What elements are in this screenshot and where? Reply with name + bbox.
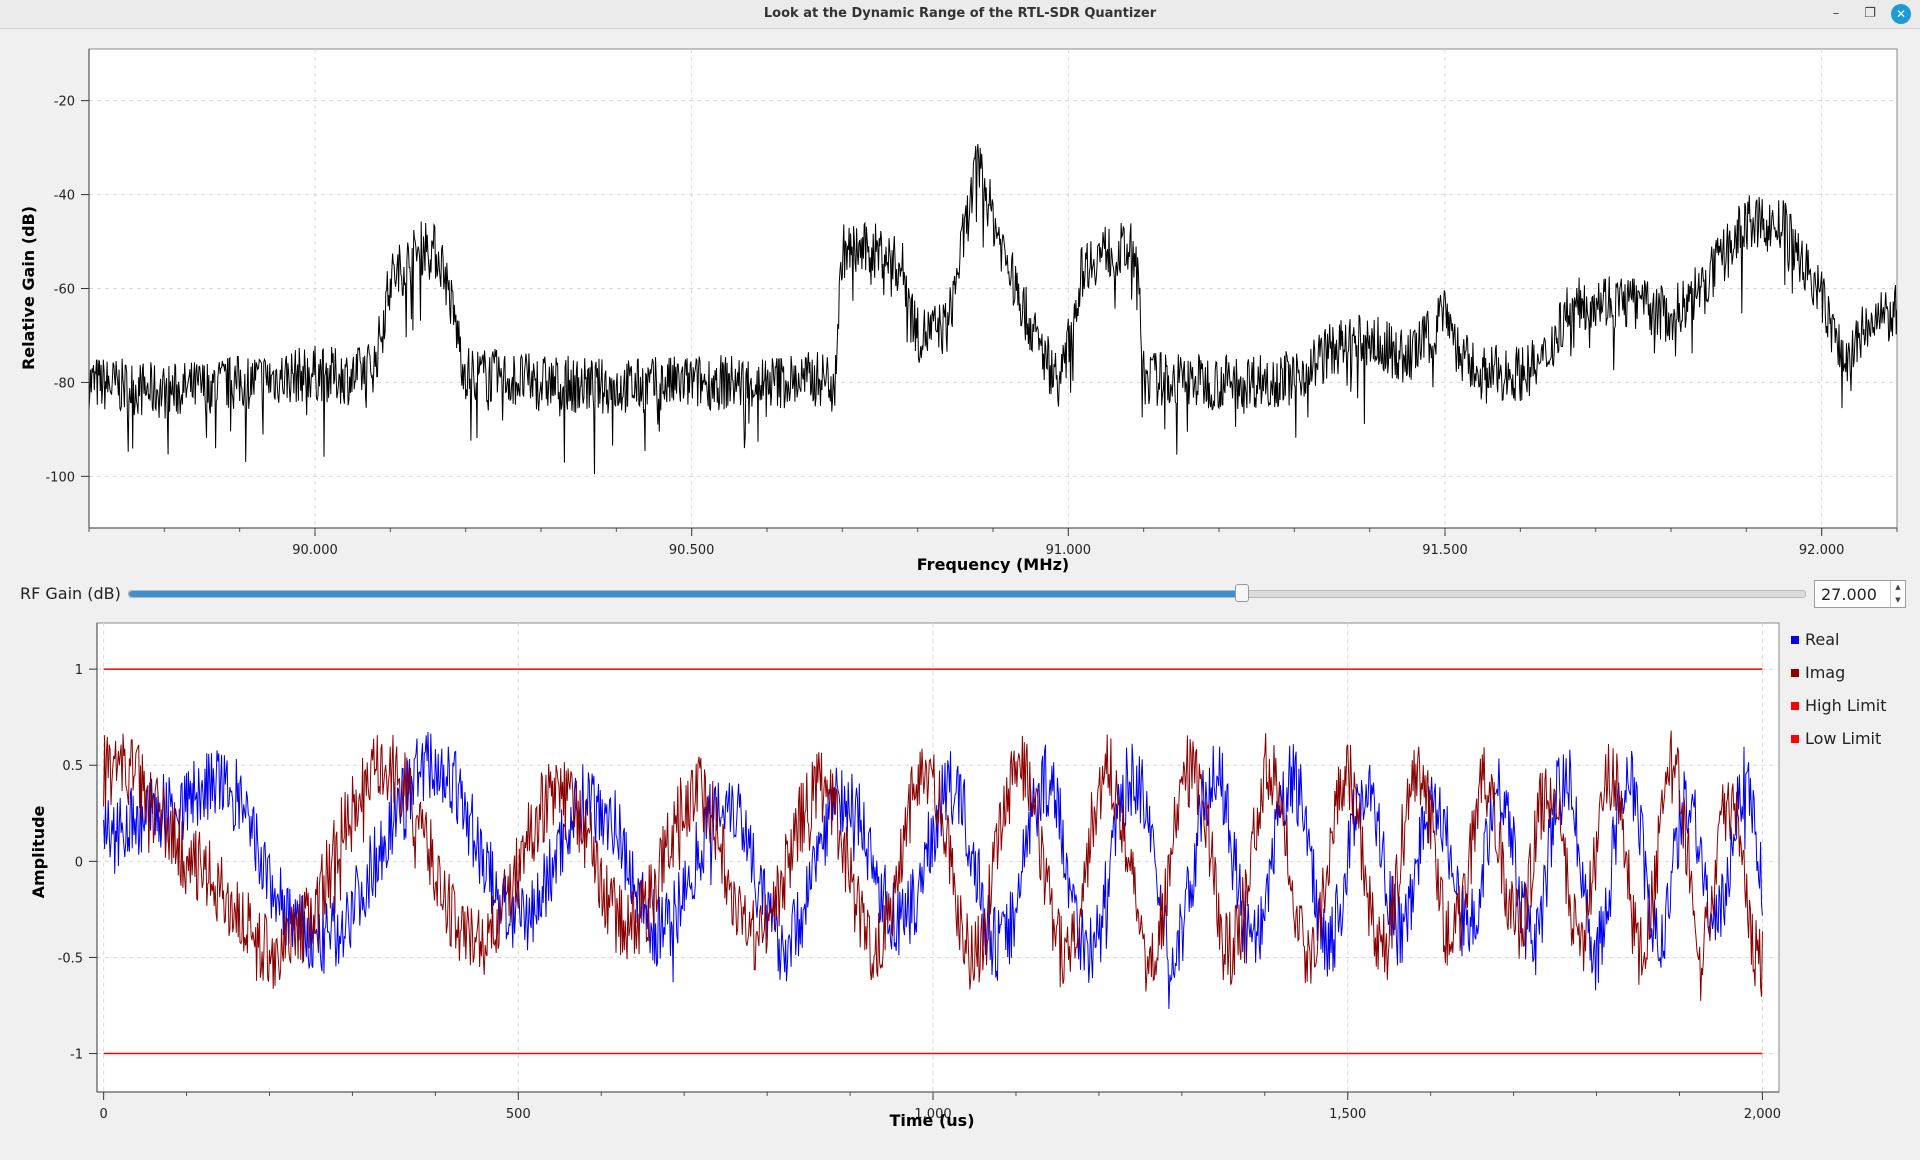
x-axis-label: Frequency (MHz) (917, 555, 1069, 573)
x-axis-label: Time (us) (889, 1111, 974, 1130)
time-plot[interactable]: 0 500 1,000 1,500 2,000 1 0.5 0 -0.5 -1 Real Imag… (0, 612, 1920, 1160)
legend-label: Imag (1805, 663, 1845, 682)
legend-swatch (1791, 702, 1799, 710)
x-tick-label: 2,000 (1744, 1107, 1781, 1122)
y-tick-label: -1 (70, 1048, 83, 1063)
legend-label: Low Limit (1805, 729, 1881, 748)
legend-swatch (1791, 735, 1799, 743)
x-tick-label: 90.500 (669, 543, 715, 558)
y-tick-label: 1 (75, 663, 83, 678)
series-real-line (103, 731, 1763, 1010)
y-tick-label: -100 (45, 470, 75, 485)
window-title: Look at the Dynamic Range of the RTL-SDR… (763, 6, 1157, 21)
series-signal-line (89, 144, 1897, 475)
y-axis-label: Relative Gain (dB) (19, 206, 38, 370)
x-tick-label: 1,500 (1329, 1107, 1366, 1122)
y-tick-label: 0 (75, 855, 83, 870)
rf-gain-label: RF Gain (dB) (20, 584, 121, 603)
series-imag-line (103, 730, 1763, 1001)
plot-area (96, 622, 1780, 1093)
y-tick-label: 0.5 (62, 759, 83, 774)
y-tick-label: -60 (54, 283, 75, 298)
x-tick-label: 91.000 (1046, 543, 1092, 558)
x-tick-label: 91.500 (1422, 543, 1468, 558)
y-tick-label: -0.5 (58, 951, 83, 966)
y-tick-label: -80 (54, 376, 75, 391)
x-tick-label: 500 (506, 1107, 531, 1122)
legend-swatch (1791, 669, 1799, 677)
minimize-icon[interactable]: – (1832, 6, 1840, 21)
frequency-plot[interactable]: 90.000 90.500 91.000 91.500 92.000 -20 -40 -60… (0, 28, 1920, 573)
y-tick-label: -40 (54, 189, 75, 204)
y-tick-label: -20 (54, 95, 75, 110)
slider-fill (129, 591, 1242, 597)
y-axis-label: Amplitude (29, 805, 48, 898)
restore-icon[interactable]: ❐ (1864, 6, 1876, 21)
x-tick-label: 1,000 (914, 1107, 951, 1122)
rf-gain-spinbox[interactable]: 27.000 ▲ ▼ (1814, 580, 1906, 608)
close-icon[interactable]: ✕ (1891, 4, 1911, 24)
legend-label: High Limit (1805, 696, 1887, 715)
x-tick-label: 90.000 (292, 543, 338, 558)
rf-gain-control: RF Gain (dB) 27.000 ▲ ▼ (0, 572, 1920, 612)
x-tick-label: 92.000 (1799, 543, 1845, 558)
spin-arrows-icon[interactable]: ▲ ▼ (1890, 581, 1905, 607)
slider-handle[interactable] (1234, 584, 1249, 602)
rf-gain-value[interactable]: 27.000 (1821, 585, 1877, 604)
legend-swatch (1791, 636, 1799, 644)
legend-label: Real (1805, 630, 1840, 649)
window-titlebar: Look at the Dynamic Range of the RTL-SDR… (0, 0, 1920, 29)
rf-gain-slider[interactable] (128, 590, 1806, 598)
x-tick-label: 0 (99, 1107, 107, 1122)
